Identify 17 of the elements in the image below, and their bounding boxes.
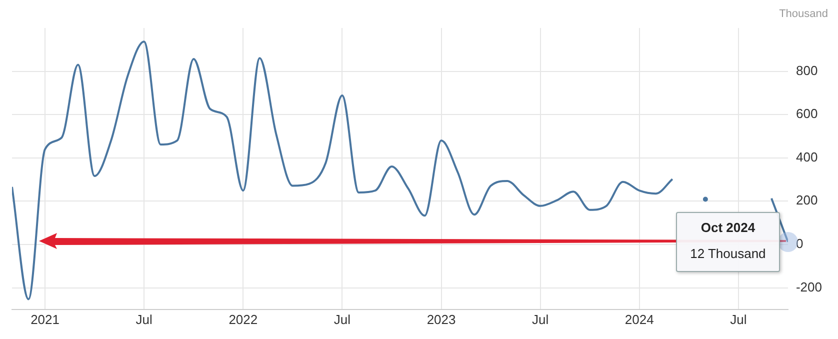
x-tick-label: 2021 (30, 312, 60, 327)
y-tick-label: 0 (796, 236, 804, 252)
annotation: Oct 2024 (700, 220, 756, 235)
y-axis-title: Thousand (779, 8, 828, 20)
y-tick-label: 600 (796, 106, 818, 122)
y-tick-label: -200 (796, 279, 822, 294)
x-tick-label: Jul (136, 312, 152, 327)
x-tick-label: Jul (334, 312, 351, 327)
y-tick-label: 400 (796, 149, 818, 164)
x-tick-label: Jul (730, 312, 747, 327)
x-tick-label: 2023 (426, 312, 456, 327)
x-tick-label: 2022 (228, 312, 258, 327)
annotation: 12 Thousand (690, 246, 766, 261)
y-tick-label: 200 (796, 192, 818, 208)
y-tick-label: 800 (796, 62, 818, 78)
x-tick-label: Jul (532, 312, 549, 327)
x-tick-label: 2024 (624, 312, 654, 327)
